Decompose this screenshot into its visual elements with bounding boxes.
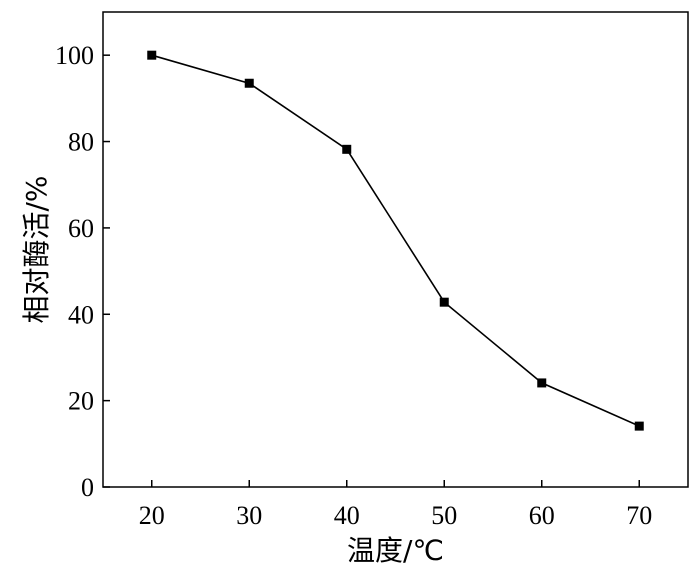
- x-tick-label: 30: [236, 501, 262, 530]
- y-tick-label: 80: [68, 128, 94, 157]
- series-layer: [147, 50, 644, 431]
- data-point-marker: [244, 78, 254, 88]
- x-axis-ticks: 20 30 40 50 60 70: [139, 480, 652, 530]
- series-line: [151, 54, 640, 427]
- plot-frame: [102, 11, 689, 488]
- data-point-marker: [342, 144, 352, 154]
- y-tick-label: 20: [68, 387, 94, 416]
- y-tick-label: 100: [55, 41, 94, 70]
- y-axis-ticks: 0 20 40 60 80 100: [55, 41, 110, 502]
- y-axis-title: 相对酶活/%: [20, 175, 53, 323]
- x-axis-title: 温度/℃: [347, 534, 444, 567]
- data-point-marker: [634, 421, 644, 431]
- x-tick-label: 50: [431, 501, 457, 530]
- x-tick-label: 60: [529, 501, 555, 530]
- x-tick-label: 40: [334, 501, 360, 530]
- y-tick-label: 0: [81, 473, 94, 502]
- x-tick-label: 20: [139, 501, 165, 530]
- data-point-marker: [147, 50, 157, 60]
- y-tick-label: 40: [68, 300, 94, 329]
- data-point-marker: [439, 297, 449, 307]
- x-tick-label: 70: [626, 501, 652, 530]
- data-point-marker: [537, 378, 547, 388]
- y-tick-label: 60: [68, 214, 94, 243]
